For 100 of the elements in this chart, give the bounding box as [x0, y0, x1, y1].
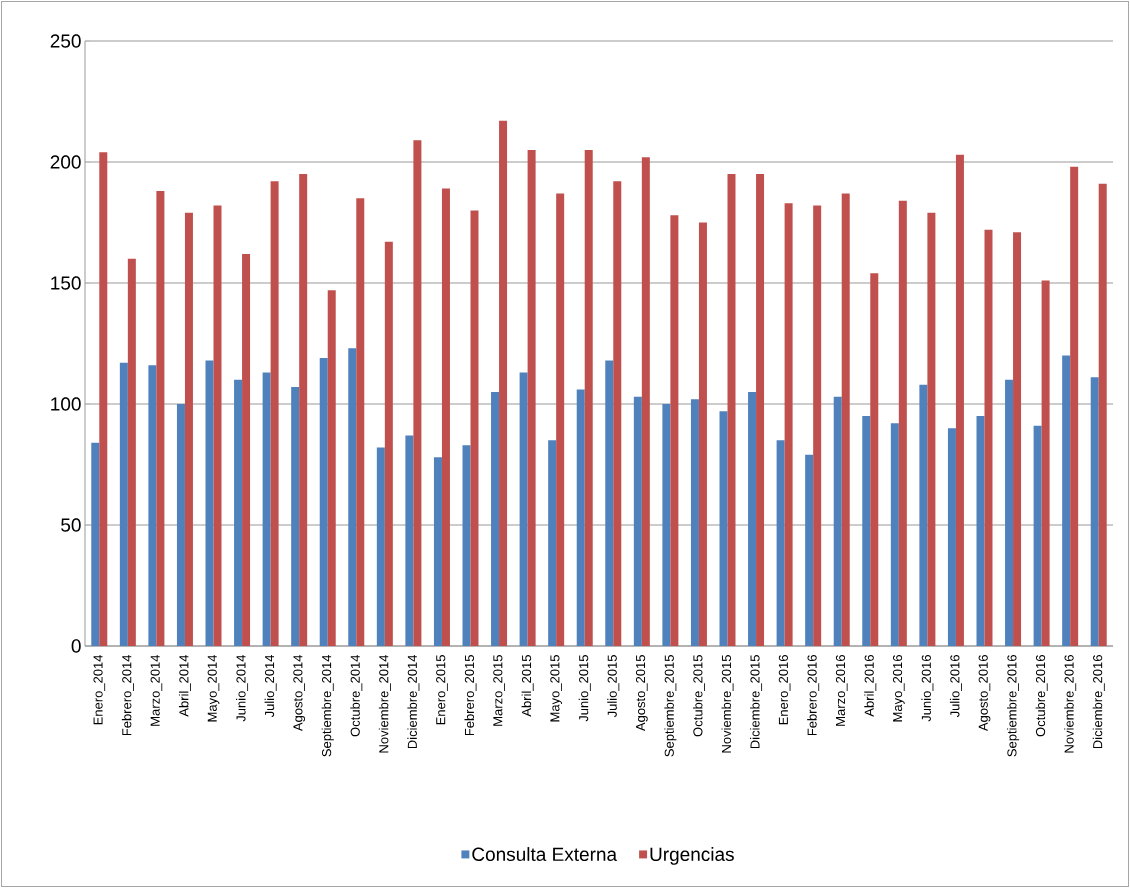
x-tick-label: Abril_2016	[864, 655, 877, 717]
bar	[805, 454, 814, 646]
bar	[491, 391, 500, 646]
x-tick-label: Abril_2014	[178, 654, 191, 717]
bar	[527, 149, 536, 646]
bar	[356, 198, 365, 646]
bar	[1070, 166, 1079, 646]
bar	[662, 403, 671, 646]
bar	[955, 154, 964, 646]
bar	[119, 362, 128, 646]
x-tick-label: Abril_2015	[521, 655, 534, 717]
bar	[99, 152, 108, 646]
bar	[205, 360, 214, 646]
x-tick-label: Junio_2016	[921, 655, 934, 722]
legend-label: Consulta Externa	[472, 847, 618, 862]
bar	[327, 290, 336, 646]
x-tick-label: Junio_2014	[236, 654, 249, 722]
bar	[1033, 425, 1042, 646]
x-tick-label: Enero_2014	[93, 654, 106, 725]
bar	[813, 205, 822, 646]
bar	[176, 403, 185, 646]
x-tick-label: Mayo_2015	[550, 655, 563, 722]
bar	[433, 457, 442, 646]
bar	[127, 258, 136, 646]
bar	[242, 253, 251, 646]
x-tick-label: Agosto_2014	[293, 654, 306, 732]
x-tick-label: Octubre_2015	[692, 655, 705, 737]
x-tick-label: Febrero_2014	[121, 654, 134, 736]
bar	[1090, 377, 1099, 646]
y-tick-label: 250	[50, 34, 81, 48]
bar	[441, 188, 450, 646]
bar	[470, 210, 479, 646]
bar	[898, 200, 907, 646]
bar	[919, 384, 928, 646]
bar	[319, 358, 328, 646]
x-tick-label: Agosto_2016	[978, 655, 991, 732]
x-tick-label: Noviembre_2016	[1064, 655, 1077, 753]
bar	[1098, 183, 1107, 646]
bar	[633, 396, 642, 646]
bar	[784, 203, 793, 646]
bar	[584, 149, 593, 646]
bar	[748, 391, 757, 646]
y-tick-label: 100	[51, 397, 81, 411]
x-tick-label: Julio_2014	[264, 654, 277, 718]
bar	[870, 273, 879, 646]
bar	[833, 396, 842, 646]
bar	[976, 416, 985, 646]
bar	[262, 372, 271, 646]
bar	[291, 387, 300, 646]
bar	[890, 423, 899, 646]
bar	[947, 428, 956, 646]
x-tick-label: Octubre_2014	[350, 654, 363, 737]
x-tick-label: Marzo_2014	[150, 654, 163, 726]
x-tick-label: Diciembre_2014	[407, 654, 420, 749]
bar	[927, 212, 936, 646]
x-tick-label: Enero_2015	[436, 655, 448, 725]
x-tick-label: Julio_2015	[607, 655, 620, 718]
bar	[613, 181, 622, 646]
bar	[148, 365, 157, 646]
x-tick-label: Diciembre_2015	[750, 655, 763, 749]
bar	[91, 442, 100, 646]
x-tick-label: Enero_2016	[778, 655, 791, 725]
x-tick-label: Febrero_2015	[464, 655, 477, 736]
bar	[670, 215, 679, 646]
bar	[270, 181, 279, 646]
x-tick-label: Septiembre_2016	[1006, 655, 1020, 757]
bar	[756, 174, 765, 646]
bar	[348, 348, 357, 646]
bar	[213, 205, 222, 646]
bar	[413, 140, 422, 646]
bar	[548, 440, 557, 646]
bar	[1062, 355, 1071, 646]
bar	[184, 212, 193, 646]
x-tick-label: Mayo_2014	[207, 654, 220, 722]
bar	[384, 241, 393, 646]
bar	[499, 120, 508, 646]
y-tick-label: 50	[61, 518, 81, 532]
bar	[462, 445, 471, 646]
y-tick-label: 200	[50, 155, 81, 169]
bar	[641, 157, 650, 646]
bar	[299, 174, 308, 646]
bar	[405, 435, 414, 646]
x-tick-label: Septiembre_2014	[321, 654, 334, 757]
bar	[841, 193, 850, 646]
x-tick-label: Noviembre_2015	[721, 655, 734, 753]
y-tick-label: 0	[71, 639, 81, 653]
bar	[1013, 232, 1022, 646]
x-tick-label: Junio_2015	[578, 655, 591, 722]
bar	[776, 440, 785, 646]
bar	[1041, 280, 1050, 646]
bar	[234, 379, 243, 646]
bar	[605, 360, 614, 646]
x-tick-label: Mayo_2016	[892, 655, 905, 722]
x-tick-label: Diciembre_2016	[1092, 655, 1105, 749]
bar	[1005, 379, 1014, 646]
x-tick-label: Agosto_2015	[635, 655, 648, 732]
bar	[690, 399, 699, 646]
x-tick-label: Febrero_2016	[807, 655, 820, 736]
legend-label: Urgencias	[650, 847, 734, 865]
x-tick-label: Noviembre_2014	[378, 654, 391, 753]
